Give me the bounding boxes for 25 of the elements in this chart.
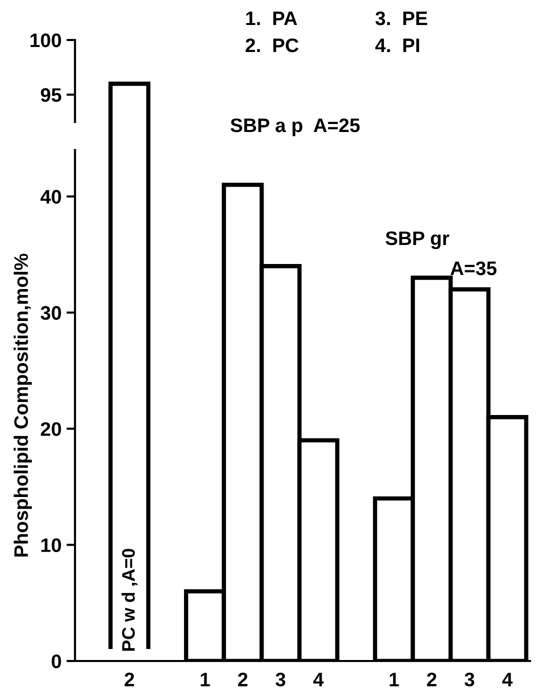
y-tick-label: 20 — [40, 422, 62, 436]
x-tick-label: 2 — [238, 672, 248, 686]
x-tick-label: 3 — [464, 672, 474, 686]
x-tick-label: 1 — [200, 672, 210, 686]
text: 1. PA — [246, 12, 298, 26]
x-tick-label: 2 — [427, 672, 436, 686]
y-tick-label: 95 — [40, 88, 62, 102]
text: 3. PE — [375, 11, 428, 26]
annotation: A=35 — [450, 261, 496, 276]
annotation: PC w d ,A=0 — [122, 548, 138, 651]
annotation: 4. PI — [375, 38, 420, 52]
x-tick-label: 4 — [502, 672, 513, 686]
y-tick-label: 30 — [40, 306, 62, 320]
x-tick-label: 2 — [124, 672, 134, 686]
annotation: 2. PC — [246, 38, 298, 52]
x-tick-label: 1 — [390, 672, 399, 686]
annotation: SBP gr — [386, 231, 450, 250]
y-tick-label: 100 — [30, 33, 62, 48]
y-axis-title: Phospholipid Composition,mol% — [14, 254, 32, 556]
y-tick-label: 10 — [41, 538, 62, 552]
y-tick-label: 40 — [40, 190, 62, 204]
x-tick-label: 3 — [276, 672, 286, 686]
y-tick-label: 0 — [52, 654, 62, 668]
annotation: SBP a p A=25 — [230, 118, 360, 136]
x-tick-label: 4 — [313, 672, 324, 686]
